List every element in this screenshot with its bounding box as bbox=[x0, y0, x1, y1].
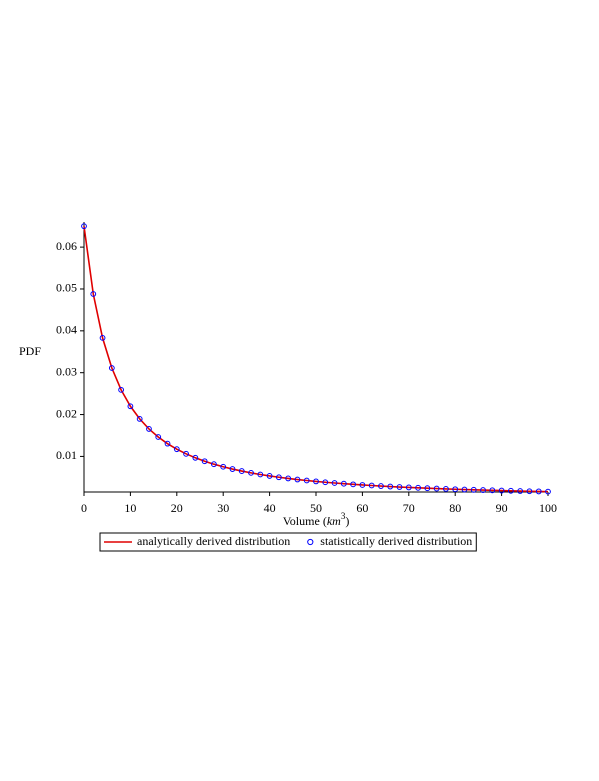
data-point bbox=[313, 478, 319, 485]
data-point bbox=[470, 486, 477, 493]
data-point bbox=[294, 476, 301, 483]
data-point bbox=[461, 486, 468, 493]
y-axis-label: PDF bbox=[19, 344, 41, 358]
data-point bbox=[266, 473, 273, 479]
x-axis-label: Volume (km3) bbox=[283, 511, 350, 528]
x-tick-label: 100 bbox=[539, 501, 557, 515]
data-point bbox=[164, 440, 171, 447]
data-point bbox=[81, 223, 87, 230]
data-point bbox=[331, 480, 338, 486]
data-point bbox=[136, 416, 143, 422]
data-point bbox=[498, 487, 505, 494]
data-point bbox=[303, 477, 310, 484]
x-label-text: Volume bbox=[283, 514, 320, 528]
legend-label: statistically derived distribution bbox=[320, 534, 472, 548]
x-tick-label: 90 bbox=[496, 501, 508, 515]
data-point bbox=[285, 475, 292, 482]
data-point bbox=[359, 482, 366, 488]
y-tick-label: 0.05 bbox=[56, 281, 77, 295]
data-point bbox=[368, 482, 375, 489]
x-tick-label: 0 bbox=[81, 501, 87, 515]
y-tick-label: 0.04 bbox=[56, 323, 77, 337]
x-tick-label: 20 bbox=[171, 501, 183, 515]
x-label-exponent: 3 bbox=[341, 511, 346, 521]
y-tick-label: 0.06 bbox=[56, 239, 77, 253]
x-tick-label: 80 bbox=[449, 501, 461, 515]
data-point bbox=[517, 488, 524, 494]
data-point bbox=[415, 484, 421, 491]
x-tick-label: 70 bbox=[403, 501, 415, 515]
y-tick-label: 0.01 bbox=[56, 448, 77, 462]
data-point bbox=[192, 454, 199, 461]
x-tick-label: 30 bbox=[217, 501, 229, 515]
data-point bbox=[489, 487, 496, 494]
data-point bbox=[238, 468, 245, 474]
data-point bbox=[108, 365, 115, 371]
data-point bbox=[443, 486, 449, 492]
data-point bbox=[350, 481, 357, 488]
data-point bbox=[387, 483, 394, 490]
data-point bbox=[526, 488, 533, 495]
x-tick-label: 50 bbox=[310, 501, 322, 515]
legend-swatch bbox=[307, 538, 314, 546]
y-tick-label: 0.02 bbox=[56, 406, 77, 420]
data-point bbox=[545, 488, 551, 495]
data-point bbox=[507, 487, 514, 494]
data-point bbox=[155, 434, 162, 440]
data-point bbox=[480, 487, 486, 493]
x-tick-label: 40 bbox=[264, 501, 276, 515]
data-point bbox=[201, 458, 208, 465]
data-point bbox=[229, 466, 236, 472]
data-point bbox=[220, 463, 227, 470]
data-point bbox=[396, 484, 403, 490]
x-tick-label: 10 bbox=[124, 501, 136, 515]
data-point bbox=[340, 480, 347, 487]
data-point bbox=[99, 334, 106, 341]
data-point bbox=[275, 474, 282, 481]
data-point bbox=[433, 485, 440, 492]
data-point bbox=[452, 486, 459, 493]
data-point bbox=[211, 461, 217, 468]
data-point bbox=[405, 484, 412, 491]
series-line bbox=[83, 226, 549, 493]
data-point bbox=[127, 403, 134, 410]
data-point bbox=[90, 291, 97, 297]
data-point bbox=[118, 386, 125, 393]
legend-label: analytically derived distribution bbox=[137, 534, 290, 548]
data-point bbox=[248, 469, 254, 476]
x-tick-label: 60 bbox=[356, 501, 368, 515]
legend-box bbox=[99, 532, 477, 552]
data-point bbox=[322, 479, 329, 486]
data-point bbox=[183, 450, 189, 457]
data-point bbox=[535, 488, 542, 495]
data-point bbox=[424, 485, 431, 492]
data-point bbox=[146, 426, 152, 432]
data-point bbox=[257, 471, 264, 478]
data-point bbox=[173, 446, 180, 453]
x-label-unit: km bbox=[327, 514, 341, 528]
y-tick-label: 0.03 bbox=[56, 364, 77, 378]
data-point bbox=[378, 483, 384, 489]
